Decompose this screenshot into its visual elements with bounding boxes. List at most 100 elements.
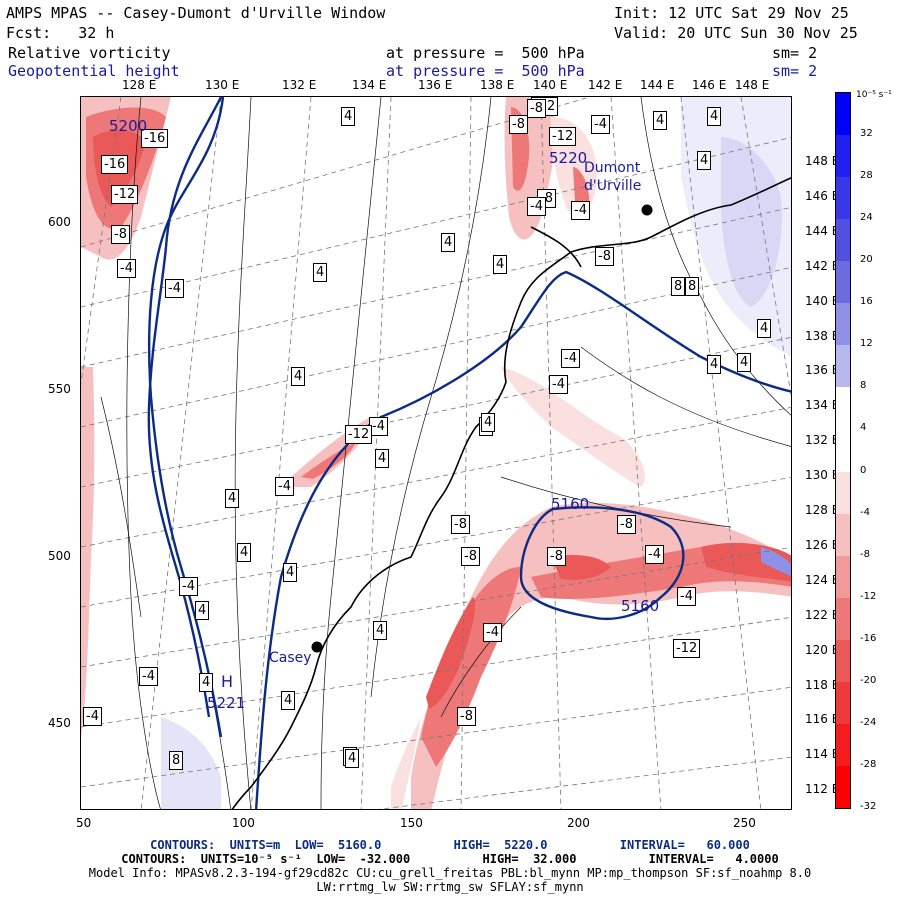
- vorticity-contour-label: -8: [617, 515, 636, 534]
- meridian-label: 138 E: [805, 328, 840, 343]
- top-lon-label: 142 E: [588, 78, 623, 92]
- vorticity-contour-label: 4: [697, 151, 712, 170]
- vorticity-contour-label: 4: [199, 673, 214, 692]
- y-tick-label: 450: [48, 716, 71, 730]
- vorticity-contour-label: -4: [165, 279, 184, 298]
- colorbar-label: 4: [860, 422, 867, 434]
- height-contour-info: CONTOURS: UNITS=m LOW= 5160.0 HIGH= 5220…: [150, 838, 750, 852]
- colorbar-segment: [836, 639, 850, 683]
- colorbar-segment: [836, 387, 850, 430]
- colorbar-label: 16: [860, 296, 873, 308]
- top-lon-label: 130 E: [205, 78, 240, 92]
- colorbar-label: -16: [860, 632, 877, 644]
- field2-smoothing: sm= 2: [772, 62, 818, 80]
- vorticity-contour-label: -4: [645, 545, 664, 564]
- vorticity-contour-label: 4: [481, 413, 496, 432]
- vorticity-contour-label: 4: [375, 449, 390, 468]
- colorbar-segment: [836, 219, 850, 262]
- meridian-label: 148 E: [805, 154, 840, 168]
- top-lon-label: 128 E: [122, 78, 157, 92]
- vorticity-contour-label: 4: [291, 367, 306, 386]
- field1-name: Relative vorticity: [8, 44, 171, 62]
- meridian-label: 146 E: [805, 188, 840, 203]
- vorticity-contour-label: 4: [653, 111, 668, 130]
- vorticity-contour-label: 4: [493, 255, 508, 274]
- vorticity-contour-label: 8: [685, 277, 700, 296]
- vorticity-contour-info: CONTOURS: UNITS=10⁻⁵ s⁻¹ LOW= -32.000 HI…: [121, 852, 779, 866]
- vorticity-contour-label: -12: [111, 185, 139, 204]
- vorticity-contour-label: -8: [111, 225, 130, 244]
- casey-station-icon[interactable]: [311, 641, 323, 653]
- x-tick-label: 100: [232, 816, 255, 830]
- vorticity-contour-label: -8: [451, 515, 470, 534]
- x-tick-label: 250: [733, 816, 756, 830]
- colorbar-label: -8: [860, 548, 870, 560]
- vorticity-contour-label: 4: [225, 489, 240, 508]
- model-info: Model Info: MPASv8.2.3-194-gf29cd82c CU:…: [88, 866, 812, 880]
- meridian-label: 142 E: [805, 258, 840, 273]
- colorbar-segment: [836, 555, 850, 599]
- meridian-label: 114 E: [805, 747, 840, 762]
- colorbar: [835, 92, 851, 809]
- vorticity-contour-label: 4: [441, 233, 456, 252]
- height-contour-label: 5160: [551, 495, 590, 513]
- meridian-label: 116 E: [805, 712, 840, 727]
- meridian-label: 118 E: [805, 677, 840, 692]
- colorbar-segment: [836, 177, 850, 220]
- vorticity-contour-label: -4: [275, 477, 294, 496]
- vorticity-contour-label: 4: [237, 543, 252, 562]
- vorticity-shading: [81, 97, 791, 809]
- colorbar-label: 20: [860, 254, 873, 266]
- graticule: [81, 97, 791, 809]
- meridian-label: 140 E: [805, 293, 840, 308]
- height-contour-label: 5160: [621, 597, 660, 615]
- vorticity-contour-label: 4: [195, 601, 210, 620]
- vorticity-contour-label: -8: [509, 115, 528, 134]
- map-svg: [81, 97, 791, 809]
- vorticity-contour-label: -12: [345, 425, 373, 444]
- y-tick-label: 600: [48, 215, 71, 229]
- vorticity-contour-label: 4: [707, 107, 722, 126]
- meridian-label: 126 E: [805, 537, 840, 552]
- top-lon-label: 134 E: [352, 78, 387, 92]
- colorbar-label: -20: [860, 674, 877, 686]
- vorticity-contours: [100, 97, 791, 809]
- vorticity-contour-label: -4: [591, 115, 610, 134]
- top-lon-label: 138 E: [480, 78, 515, 92]
- x-tick-label: 200: [567, 816, 590, 830]
- vorticity-contour-label: -8: [461, 547, 480, 566]
- colorbar-label: 8: [860, 380, 867, 392]
- height-contour-label: 5220: [549, 149, 588, 167]
- colorbar-label: 12: [860, 338, 873, 350]
- valid-time: Valid: 20 UTC Sun 30 Nov 25: [614, 24, 858, 42]
- vorticity-contour-label: 4: [373, 621, 388, 640]
- vorticity-contour-label: 4: [281, 691, 296, 710]
- vorticity-contour-label: 4: [341, 107, 356, 126]
- vorticity-contour-label: -4: [179, 577, 198, 596]
- colorbar-label: -4: [860, 506, 870, 518]
- colorbar-segment: [836, 135, 850, 178]
- top-lon-label: 148 E: [735, 78, 770, 92]
- meridian-label: 112 E: [805, 782, 840, 797]
- meridian-label: 124 E: [805, 572, 840, 587]
- vorticity-contour-label: -4: [117, 259, 136, 278]
- vorticity-contour-label: 8: [169, 751, 184, 770]
- dumont-durville-station-icon[interactable]: [641, 204, 653, 216]
- colorbar-label: 24: [860, 212, 873, 224]
- dumont-durville-label: Dumont d'Urville: [584, 160, 642, 194]
- vorticity-contour-label: -16: [141, 129, 169, 148]
- meridian-label: 128 E: [805, 503, 840, 517]
- plot-title: AMPS MPAS -- Casey-Dumont d'Urville Wind…: [6, 4, 386, 22]
- colorbar-segment: [836, 597, 850, 641]
- vorticity-contour-label: -16: [101, 155, 129, 174]
- vorticity-contour-label: -4: [549, 375, 568, 394]
- vorticity-contour-label: -8: [595, 247, 614, 266]
- meridian-label: 136 E: [805, 363, 840, 378]
- init-time: Init: 12 UTC Sat 29 Nov 25: [614, 4, 849, 22]
- vorticity-contour-label: -4: [83, 707, 102, 726]
- top-lon-label: 136 E: [418, 78, 453, 92]
- vorticity-contour-label: -12: [673, 639, 701, 658]
- field2-level: at pressure = 500 hPa: [386, 62, 585, 80]
- vorticity-contour-label: -4: [483, 623, 502, 642]
- colorbar-label: -12: [860, 590, 877, 602]
